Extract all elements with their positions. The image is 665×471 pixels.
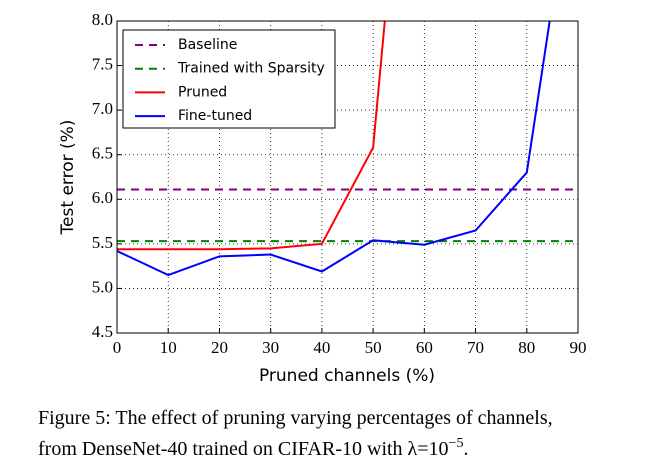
data-line [117,21,386,251]
legend-label: Trained with Sparsity [177,61,325,77]
legend-label: Pruned [178,84,227,100]
x-tick-label: 10 [160,338,177,357]
plot-frame [116,20,579,334]
x-tick-label: 30 [262,338,279,357]
x-tick-label: 40 [313,338,330,357]
x-tick-label: 0 [113,338,122,357]
caption-end: . [463,438,468,460]
y-tick-label: 4.5 [92,322,113,341]
data-line [117,21,551,277]
legend-label: Baseline [178,37,237,53]
y-tick-label: 6.5 [92,144,113,163]
x-tick-label: 80 [518,338,535,357]
y-tick-label: 5.0 [92,277,113,296]
plot-lines [117,21,578,277]
y-tick-label: 6.0 [92,188,113,207]
y-tick-label: 7.0 [92,99,113,118]
caption-exponent: −5 [449,436,464,451]
legend-box [122,29,336,129]
x-tick-label: 20 [211,338,228,357]
caption-text: from DenseNet-40 trained on CIFAR-10 wit… [38,438,449,460]
y-tick-label: 7.5 [92,54,113,73]
caption-line: from DenseNet-40 trained on CIFAR-10 wit… [38,436,468,460]
y-tick-label: 5.5 [92,233,113,252]
y-axis-label: Test error (%) [58,120,78,236]
legend-label: Fine-tuned [178,108,252,124]
y-tick-label: 8.0 [92,10,113,29]
x-tick-label: 90 [570,338,587,357]
x-tick-label: 60 [416,338,433,357]
x-tick-label: 50 [365,338,382,357]
caption-line: Figure 5: The effect of pruning varying … [38,407,553,429]
x-tick-label: 70 [467,338,484,357]
x-axis-label: Pruned channels (%) [259,366,435,386]
